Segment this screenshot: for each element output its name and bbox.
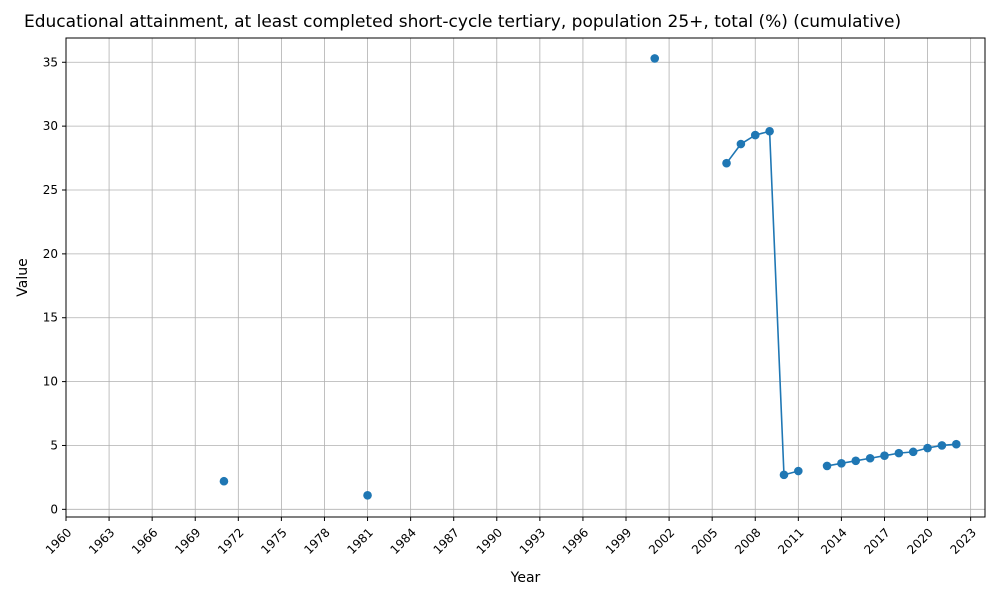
x-tick-label: 1990	[474, 525, 505, 556]
data-point[interactable]	[363, 490, 372, 500]
data-point[interactable]	[851, 456, 861, 466]
x-tick-label: 1978	[301, 525, 332, 556]
x-tick-label: 2014	[818, 525, 849, 556]
data-point[interactable]	[650, 54, 660, 63]
data-point[interactable]	[937, 441, 947, 450]
data-point[interactable]	[837, 459, 846, 468]
data-point[interactable]	[908, 447, 918, 457]
y-axis: 0 5 10 15 20 25 30 35	[43, 55, 66, 516]
x-tick-label: 2002	[646, 525, 677, 556]
x-tick-label: 2023	[947, 525, 978, 556]
series-layer	[219, 54, 961, 500]
data-point[interactable]	[722, 158, 731, 168]
data-point[interactable]	[951, 439, 961, 449]
x-tick-label: 2020	[904, 525, 935, 556]
y-tick-label: 0	[50, 502, 58, 516]
x-tick-label: 1996	[560, 525, 591, 556]
x-tick-label: 1963	[86, 525, 117, 556]
x-tick-label: 1966	[129, 525, 160, 556]
y-tick-label: 20	[43, 247, 58, 261]
x-tick-label: 1987	[431, 525, 462, 556]
x-tick-label: 1981	[344, 525, 375, 556]
chart-title: Educational attainment, at least complet…	[24, 12, 901, 32]
grid	[65, 38, 985, 517]
series-line	[725, 130, 799, 476]
data-point[interactable]	[894, 448, 904, 458]
x-tick-label: 1972	[215, 525, 246, 556]
x-tick-label: 1993	[517, 525, 548, 556]
x-tick-label: 2011	[775, 525, 806, 556]
data-point[interactable]	[865, 453, 875, 463]
x-axis: 1960 1963 1966 1969 1972 1975 1978 1981 1984 1987…	[43, 517, 979, 557]
data-point[interactable]	[880, 451, 889, 460]
x-axis-title: Year	[510, 570, 541, 586]
plot-frame	[65, 37, 986, 518]
x-tick-label: 1999	[603, 525, 634, 556]
data-point[interactable]	[794, 466, 803, 476]
x-tick-label: 1984	[387, 525, 418, 556]
y-tick-label: 25	[43, 183, 58, 197]
x-tick-label: 1960	[43, 525, 74, 556]
data-point[interactable]	[219, 476, 229, 486]
x-tick-label: 2005	[689, 525, 720, 556]
x-tick-label: 1975	[258, 525, 289, 556]
x-tick-label: 1969	[172, 525, 203, 556]
y-tick-label: 10	[43, 375, 58, 389]
y-axis-title: Value	[15, 258, 31, 296]
y-tick-label: 5	[50, 438, 58, 452]
data-point[interactable]	[750, 130, 760, 140]
data-point[interactable]	[923, 443, 932, 453]
y-tick-label: 35	[43, 55, 58, 69]
series-line	[826, 443, 957, 467]
data-point[interactable]	[765, 126, 774, 136]
data-point[interactable]	[779, 470, 789, 480]
y-tick-label: 15	[43, 311, 58, 325]
x-tick-label: 2017	[861, 525, 892, 556]
data-point[interactable]	[822, 461, 832, 471]
data-point[interactable]	[736, 139, 746, 149]
x-tick-label: 2008	[732, 525, 763, 556]
y-tick-label: 30	[43, 119, 58, 133]
